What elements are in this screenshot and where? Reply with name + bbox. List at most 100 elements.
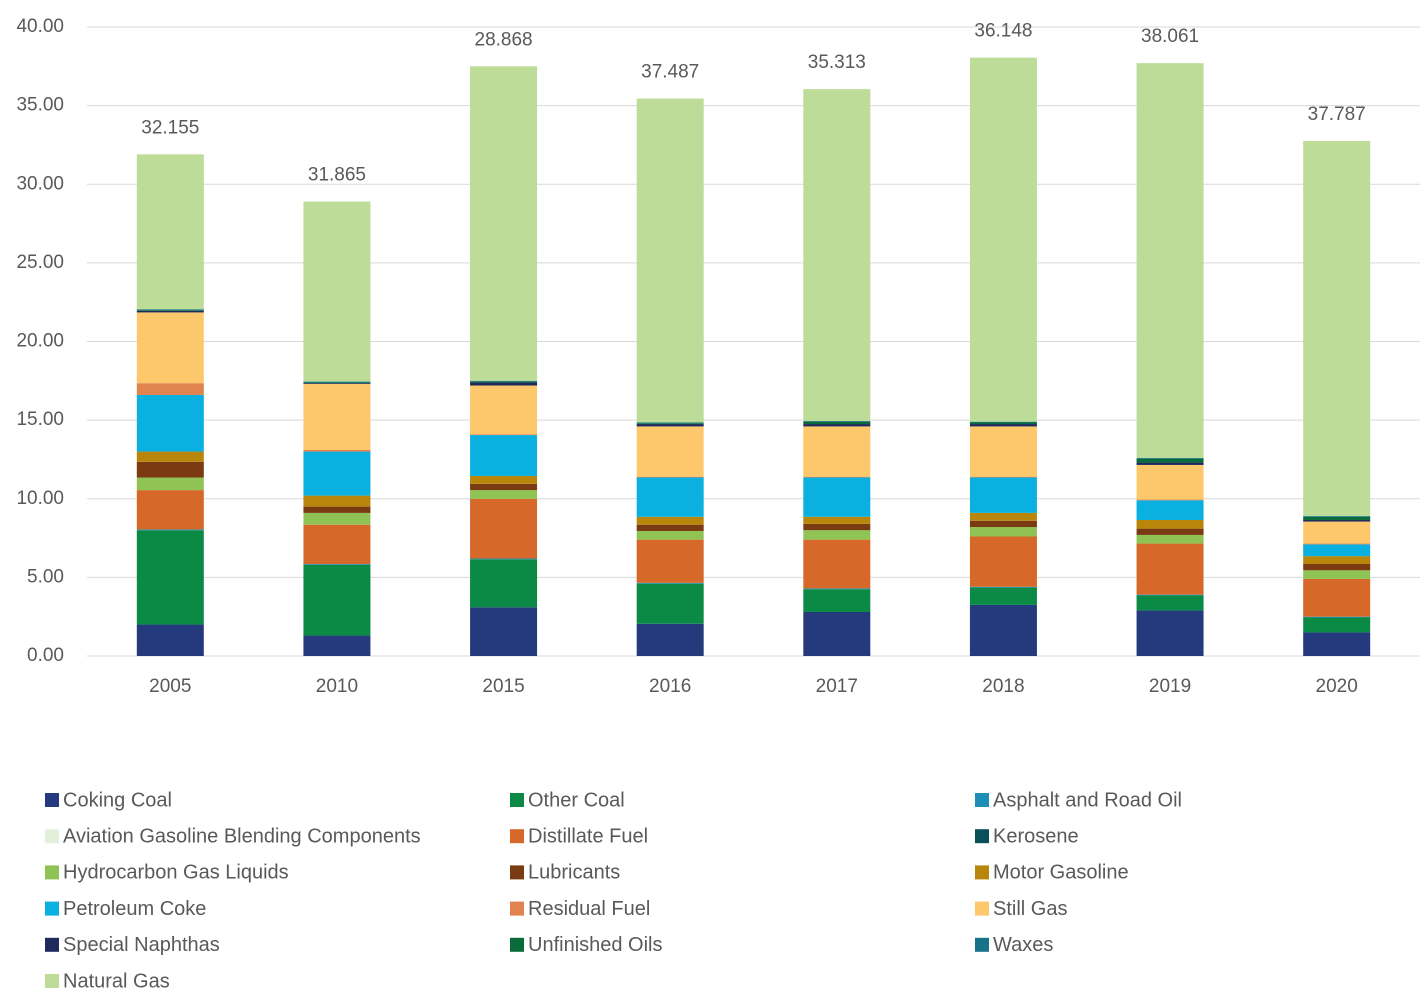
total-label: 31.865: [308, 165, 366, 186]
bar-segment: [636, 98, 704, 423]
bar-segment: [803, 477, 871, 517]
bar-segment: [636, 426, 704, 477]
bar-segment: [303, 524, 371, 565]
bar-segment: [636, 582, 704, 584]
legend-label: Unfinished Oils: [528, 934, 663, 956]
bar-segment: [1136, 464, 1204, 500]
x-tick-label: 2016: [649, 676, 691, 697]
total-label: 35.313: [808, 52, 866, 73]
bar-segment: [636, 583, 704, 624]
bar-segment: [1136, 534, 1204, 544]
bar-segment: [303, 381, 371, 383]
bar-segment: [470, 66, 538, 381]
bar-segment: [303, 512, 371, 525]
y-tick-label: 40.00: [16, 16, 64, 37]
legend-label: Distillate Fuel: [528, 825, 648, 847]
y-tick-label: 20.00: [16, 331, 64, 352]
legend-swatch: [975, 829, 989, 844]
legend-label: Still Gas: [993, 898, 1067, 920]
legend-label: Hydrocarbon Gas Liquids: [63, 862, 289, 884]
x-tick-label: 2019: [1149, 676, 1191, 697]
total-label: 32.155: [141, 117, 199, 138]
bar-segment: [136, 312, 204, 384]
bar-segment: [969, 512, 1037, 521]
bar-segment: [136, 530, 204, 625]
x-tick-label: 2018: [982, 676, 1024, 697]
bar-segment: [1303, 617, 1371, 633]
bar-segment: [303, 450, 371, 452]
bar-segment: [803, 589, 871, 612]
total-label: 36.148: [974, 21, 1032, 42]
bar-segment: [303, 495, 371, 507]
bar-segment: [136, 451, 204, 462]
bar-segment: [636, 524, 704, 531]
bar-segment: [1136, 595, 1204, 611]
legend-swatch: [975, 865, 989, 880]
legend-swatch: [45, 865, 59, 880]
bar-segment: [803, 588, 871, 590]
legend-label: Special Naphthas: [63, 934, 220, 956]
bar-segment: [636, 422, 704, 424]
bar-segment: [969, 424, 1037, 427]
bar-segment: [303, 383, 371, 451]
bar-segment: [969, 57, 1037, 422]
bar-segment: [1303, 632, 1371, 656]
bar-segment: [1303, 516, 1371, 517]
legend-swatch: [45, 793, 59, 807]
bar-segment: [969, 520, 1037, 528]
legend-label: Petroleum Coke: [63, 898, 206, 920]
legend-label: Kerosene: [993, 825, 1079, 847]
bar-segment: [803, 523, 871, 531]
legend-label: Lubricants: [528, 862, 620, 884]
x-tick-label: 2020: [1316, 676, 1358, 697]
bar-segment: [636, 424, 704, 427]
bar-segment: [969, 586, 1037, 588]
legend-label: Aviation Gasoline Blending Components: [63, 825, 421, 847]
x-tick-label: 2010: [316, 676, 358, 697]
bar-segment: [136, 624, 204, 656]
bar-segment: [303, 506, 371, 513]
bar-segment: [1303, 616, 1371, 618]
y-tick-label: 0.00: [27, 645, 64, 666]
legend-label: Motor Gasoline: [993, 862, 1129, 884]
bar-segment: [803, 420, 871, 422]
y-tick-label: 35.00: [16, 95, 64, 116]
y-tick-label: 15.00: [16, 409, 64, 430]
legend-swatch: [510, 937, 524, 952]
bar-segment: [636, 423, 704, 425]
bar-segment: [969, 536, 1037, 587]
x-tick-label: 2005: [149, 676, 191, 697]
bar-segment: [969, 421, 1037, 423]
bar-segment: [1303, 519, 1371, 522]
bar-segment: [1303, 578, 1371, 617]
bar-segment: [1303, 544, 1371, 557]
legend-swatch: [510, 793, 524, 807]
bar-segment: [803, 476, 871, 478]
legend-swatch: [510, 901, 524, 916]
bar-segment: [136, 461, 204, 478]
bar-segment: [969, 422, 1037, 425]
bar-segment: [470, 559, 538, 608]
bar-segment: [303, 201, 371, 382]
bar-segment: [470, 483, 538, 491]
bar-segment: [969, 476, 1037, 478]
bar-segment: [803, 516, 871, 524]
y-tick-label: 30.00: [16, 173, 64, 194]
bar-segment: [470, 475, 538, 484]
bar-segment: [969, 604, 1037, 656]
bar-segment: [636, 539, 704, 583]
y-tick-label: 5.00: [27, 566, 64, 587]
bar-segment: [1303, 521, 1371, 544]
bar-segment: [470, 558, 538, 560]
bar-segment: [636, 476, 704, 478]
y-tick-label: 10.00: [16, 488, 64, 509]
bar-segment: [1136, 63, 1204, 458]
bar-segment: [1303, 516, 1371, 520]
bar-segment: [470, 381, 538, 383]
bar-segment: [1136, 528, 1204, 535]
bar-segment: [136, 310, 204, 313]
bar-segment: [1136, 610, 1204, 656]
bar-segment: [470, 607, 538, 656]
bar-segment: [136, 529, 204, 531]
legend-label: Residual Fuel: [528, 898, 650, 920]
